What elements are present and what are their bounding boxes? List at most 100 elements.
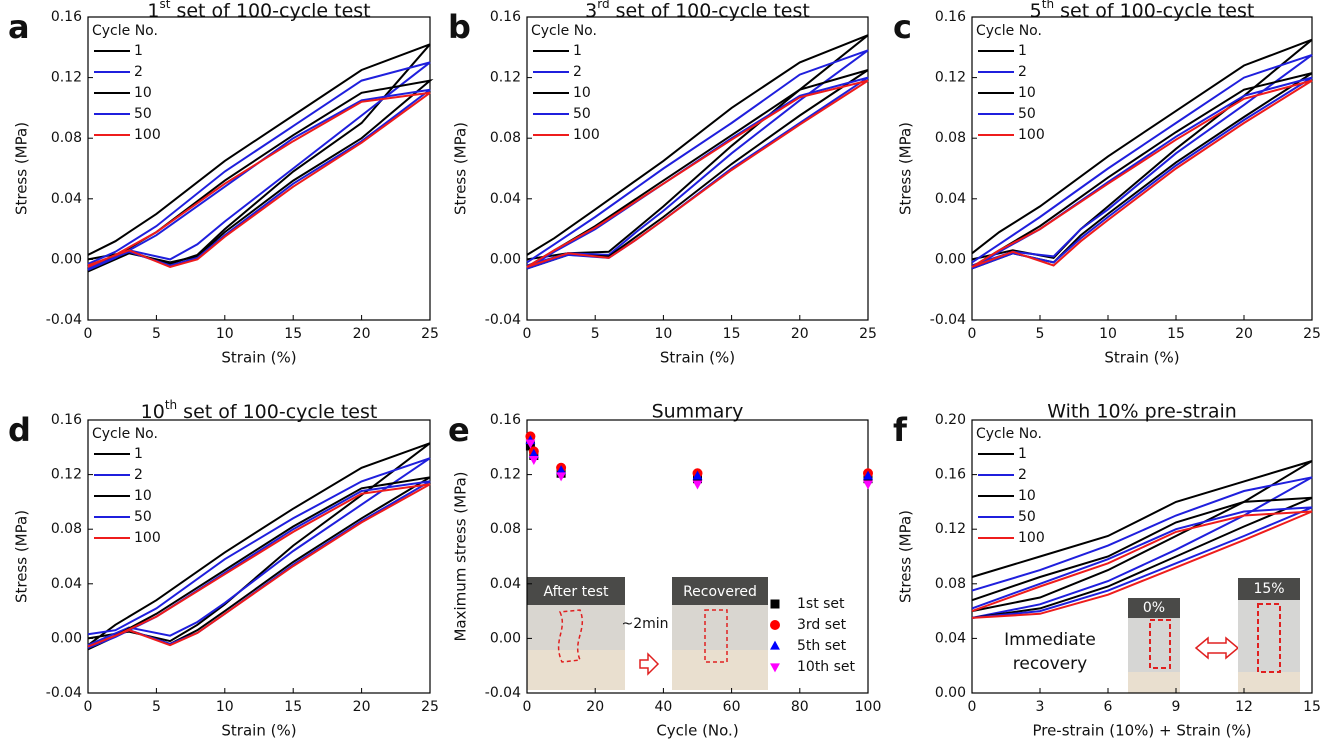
data-line [526, 79, 869, 268]
legend-label: 100 [134, 530, 161, 546]
legend-label: 2 [573, 64, 582, 80]
panel-letter: e [448, 411, 470, 449]
legend-label: 100 [573, 127, 600, 143]
x-tick-label: 0 [84, 326, 93, 342]
x-tick-label: 20 [586, 699, 604, 715]
x-tick-label: 0 [84, 699, 93, 715]
legend-label: 2 [134, 64, 143, 80]
y-tick-label: 0.08 [51, 521, 82, 537]
y-tick-label: -0.04 [46, 312, 82, 328]
title-part: set of 100-cycle test [610, 0, 810, 22]
y-tick-label: -0.04 [46, 685, 82, 701]
x-axis-label: Strain (%) [1104, 349, 1179, 367]
x-tick-label: 25 [1303, 326, 1321, 342]
y-tick-label: 0.00 [51, 251, 82, 267]
y-tick-label: 0.12 [51, 70, 82, 86]
data-line [971, 510, 1313, 619]
plot-frame [526, 16, 869, 321]
legend-label: 10th set [797, 659, 856, 675]
x-tick-label: 25 [421, 699, 439, 715]
panel-letter: d [8, 411, 31, 449]
x-tick-label: 5 [152, 326, 161, 342]
y-tick-label: 0.12 [490, 467, 521, 483]
y-tick-label: 0.08 [935, 130, 966, 146]
photo-base [672, 650, 768, 690]
y-tick-label: 0.00 [51, 630, 82, 646]
x-tick-label: 15 [284, 699, 302, 715]
panel-letter: a [8, 8, 30, 46]
panel-title: 5th set of 100-cycle test [1030, 0, 1255, 22]
x-tick-label: 25 [859, 326, 877, 342]
y-tick-label: 0.12 [935, 521, 966, 537]
data-point [528, 455, 539, 465]
legend-label: 50 [1018, 106, 1036, 122]
legend-label: 10 [573, 85, 591, 101]
photo-base [527, 650, 625, 690]
x-tick-label: 10 [216, 326, 234, 342]
photo-band [527, 577, 625, 605]
x-tick-label: 5 [1036, 326, 1045, 342]
x-axis-label: Pre-strain (10%) + Strain (%) [1032, 722, 1251, 740]
y-tick-label: 0.04 [935, 630, 966, 646]
data-point [692, 470, 703, 480]
y-tick-label: 0.16 [51, 9, 82, 25]
y-axis-label: Stress (MPa) [897, 510, 915, 603]
y-tick-label: 0.08 [490, 130, 521, 146]
title-part: set of 100-cycle test [1054, 0, 1254, 22]
annotation: After test [544, 584, 609, 600]
panel-title: 1st set of 100-cycle test [147, 0, 370, 22]
data-point [692, 480, 703, 490]
y-tick-label: 0.12 [490, 70, 521, 86]
legend-marker [770, 640, 780, 650]
title-part: th [1042, 0, 1054, 11]
title-part: 1 [147, 0, 159, 22]
y-tick-label: 0.00 [490, 630, 521, 646]
x-tick-label: 10 [654, 326, 672, 342]
x-axis-label: Strain (%) [221, 722, 296, 740]
legend-label: 2 [134, 467, 143, 483]
y-tick-label: 0.00 [935, 251, 966, 267]
x-axis-label: Cycle (No.) [656, 722, 738, 740]
title-part: th [165, 398, 177, 412]
plot-frame [971, 16, 1313, 321]
y-tick-label: 0.04 [490, 576, 521, 592]
y-axis-label: Stress (MPa) [13, 510, 31, 603]
legend-title: Cycle No. [92, 23, 158, 39]
x-tick-label: 0 [968, 699, 977, 715]
x-tick-label: 5 [591, 326, 600, 342]
y-tick-label: -0.04 [485, 685, 521, 701]
title-part: st [159, 0, 170, 11]
x-tick-label: 6 [1104, 699, 1113, 715]
title-part: rd [597, 0, 609, 11]
legend-marker [770, 620, 780, 630]
x-tick-label: 20 [1235, 326, 1253, 342]
legend-label: 1 [1018, 446, 1027, 462]
data-line [971, 496, 1313, 619]
legend-label: 100 [134, 127, 161, 143]
outline [704, 609, 728, 663]
y-tick-label: 0.16 [490, 9, 521, 25]
y-tick-label: 0.04 [51, 576, 82, 592]
x-tick-label: 15 [723, 326, 741, 342]
legend-title: Cycle No. [976, 426, 1042, 442]
legend-label: 50 [573, 106, 591, 122]
x-tick-label: 20 [353, 326, 371, 342]
legend-label: 1st set [797, 596, 845, 612]
plot-frame [526, 419, 869, 694]
photo-band [1128, 598, 1180, 618]
legend-label: 2 [1018, 64, 1027, 80]
y-tick-label: 0.16 [51, 412, 82, 428]
annotation: Immediate [1004, 630, 1096, 650]
x-tick-label: 80 [791, 699, 809, 715]
outline [1149, 619, 1171, 669]
x-tick-label: 60 [723, 699, 741, 715]
data-point [556, 472, 567, 482]
legend-label: 2 [1018, 467, 1027, 483]
data-line [526, 49, 869, 267]
y-axis-label: Maximum stress (MPa) [452, 471, 470, 641]
y-axis-label: Stress (MPa) [897, 122, 915, 215]
legend-label: 10 [1018, 85, 1036, 101]
x-tick-label: 10 [1099, 326, 1117, 342]
photo-base [1238, 672, 1300, 693]
photo-band [672, 577, 768, 605]
